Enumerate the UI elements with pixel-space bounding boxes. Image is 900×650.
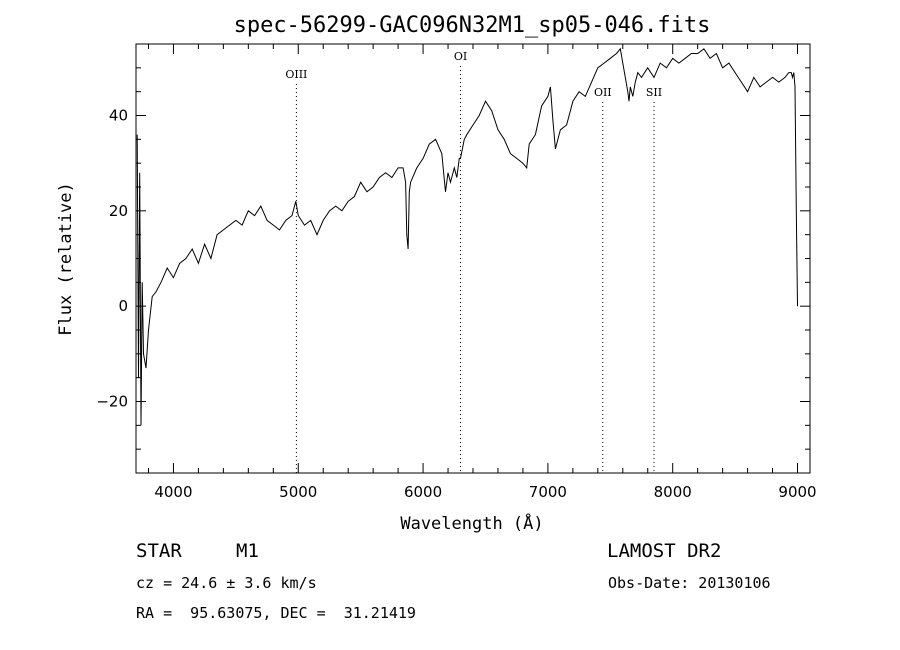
line-label-oii: OII [594,86,612,99]
x-tick-label: 4000 [154,483,192,501]
y-tick-label: 0 [118,297,128,315]
y-tick-label: 40 [109,107,128,125]
axis-ticks: 4000 5000 6000 7000 8000 9000 −20 0 20 40 [96,44,817,501]
chart-title: spec-56299-GAC096N32M1_sp05-046.fits [234,13,711,38]
object-class: STAR [136,540,182,562]
y-axis-label: Flux (relative) [56,182,76,336]
x-tick-label: 7000 [529,483,567,501]
y-tick-label: −20 [96,393,128,411]
redshift-velocity: cz = 24.6 ± 3.6 km/s [136,574,317,592]
line-label-sii: SII [646,86,662,99]
sky-coordinates: RA = 95.63075, DEC = 31.21419 [136,604,416,622]
observation-date: Obs-Date: 20130106 [608,574,771,592]
y-tick-label: 20 [109,202,128,220]
x-tick-label: 6000 [404,483,442,501]
plot-frame [135,43,811,474]
x-tick-label: 9000 [778,483,816,501]
spectrum-line [136,47,798,426]
line-label-oiii: OIII [285,68,307,81]
survey-name: LAMOST DR2 [607,540,722,562]
x-tick-label: 5000 [279,483,317,501]
x-axis-label: Wavelength (Å) [400,512,543,534]
x-tick-label: 8000 [654,483,692,501]
spectral-line-markers: OIII OI OII SII [285,50,662,473]
object-subclass: M1 [236,540,259,562]
line-label-oi: OI [454,50,467,63]
